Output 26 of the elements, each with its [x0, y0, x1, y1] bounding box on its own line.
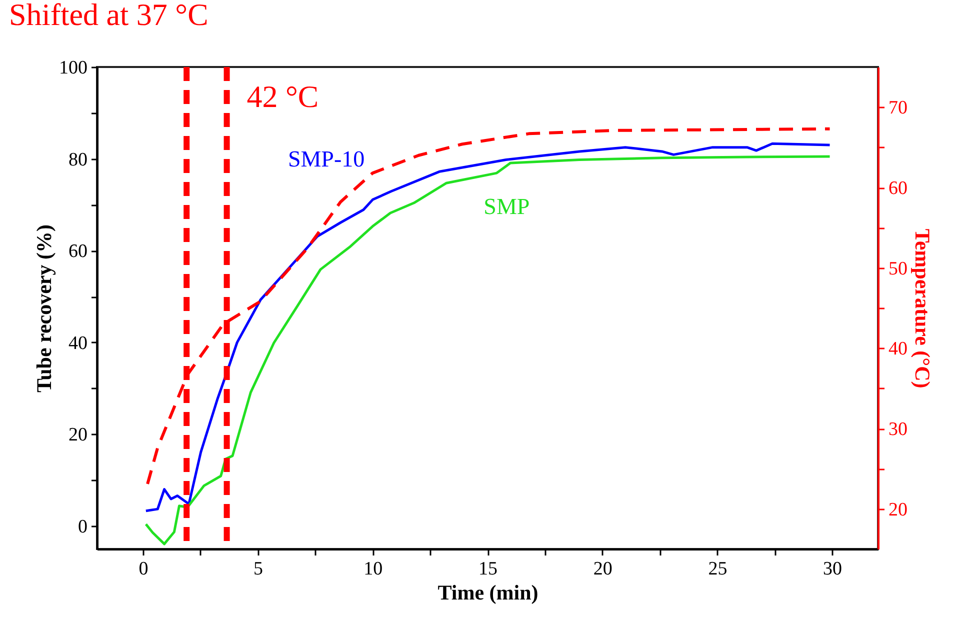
- x-tick-label: 30: [823, 558, 842, 580]
- x-tick-label: 20: [593, 558, 612, 580]
- y2-tick-label: 30: [888, 419, 908, 440]
- y-tick-label: 100: [59, 58, 88, 78]
- x-tick-label: 5: [254, 558, 264, 580]
- y-tick-label: 0: [78, 516, 88, 538]
- x-tick-label: 0: [138, 558, 148, 580]
- y-tick-label: 60: [68, 241, 88, 262]
- chart-title: Shifted at 37 °C: [9, 0, 208, 32]
- y-tick-label: 20: [68, 424, 88, 446]
- y-tick-label: 80: [68, 149, 88, 170]
- y-axis-title: Tube recovery (%): [32, 224, 56, 392]
- x-tick-label: 15: [478, 558, 498, 580]
- y2-tick-label: 20: [888, 499, 908, 520]
- y-tick-label: 40: [68, 332, 88, 354]
- y2-tick-label: 60: [888, 178, 908, 199]
- x-tick-label: 10: [364, 558, 383, 580]
- y2-tick-label: 40: [888, 338, 908, 360]
- ref-line-label: 42 °C: [246, 79, 319, 114]
- y2-tick-label: 70: [888, 98, 908, 119]
- x-axis-title: Time (min): [438, 580, 538, 604]
- series-label: SMP-10: [288, 146, 365, 172]
- series-label: SMP: [484, 194, 530, 220]
- y2-tick-label: 50: [888, 258, 908, 280]
- y2-axis-title: Temperature (°C): [910, 228, 934, 388]
- x-tick-label: 25: [708, 558, 728, 580]
